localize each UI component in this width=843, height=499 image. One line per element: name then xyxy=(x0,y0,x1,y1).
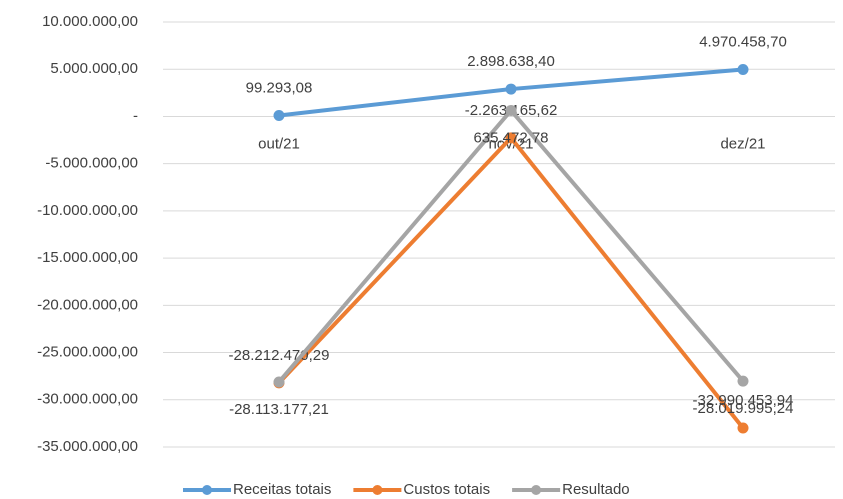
legend-marker xyxy=(202,485,212,495)
point xyxy=(273,110,285,122)
point xyxy=(505,83,517,95)
legend-marker xyxy=(531,485,542,495)
data-label: 4.970.458,70 xyxy=(699,33,787,50)
data-label: -28.019.995,24 xyxy=(693,400,794,417)
point xyxy=(505,132,517,144)
data-label: -32.990.453,94 xyxy=(693,392,794,409)
y-tick-label: -35.000.000,00 xyxy=(37,438,138,455)
y-tick-label: -20.000.000,00 xyxy=(37,296,138,313)
point xyxy=(505,104,517,116)
y-tick-label: -25.000.000,00 xyxy=(37,344,138,361)
series-line xyxy=(277,135,745,430)
point xyxy=(737,64,749,76)
data-label: 99.293,08 xyxy=(246,79,313,96)
legend-label: Custos totais xyxy=(403,481,490,498)
y-tick-label: -10.000.000,00 xyxy=(37,202,138,219)
x-tick-label: dez/21 xyxy=(720,135,765,152)
point xyxy=(737,375,749,387)
x-tick-label: out/21 xyxy=(258,135,300,152)
data-label: -28.113.177,21 xyxy=(229,401,329,418)
point xyxy=(273,376,285,388)
data-label: 2.898.638,40 xyxy=(467,53,555,70)
legend-marker xyxy=(372,485,383,495)
y-tick-label: -5.000.000,00 xyxy=(45,155,138,172)
y-tick-label: 5.000.000,00 xyxy=(50,60,138,77)
y-tick-label: 10.000.000,00 xyxy=(42,13,138,30)
data-label: -28.212.470,29 xyxy=(229,347,330,364)
y-tick-label: -15.000.000,00 xyxy=(37,249,138,266)
y-tick-label: -30.000.000,00 xyxy=(37,391,138,408)
y-tick-label: - xyxy=(133,107,138,124)
data-label: 635.472,78 xyxy=(473,129,548,146)
legend-label: Receitas totais xyxy=(233,481,331,498)
legend-label: Resultado xyxy=(562,481,630,498)
point xyxy=(737,422,749,434)
